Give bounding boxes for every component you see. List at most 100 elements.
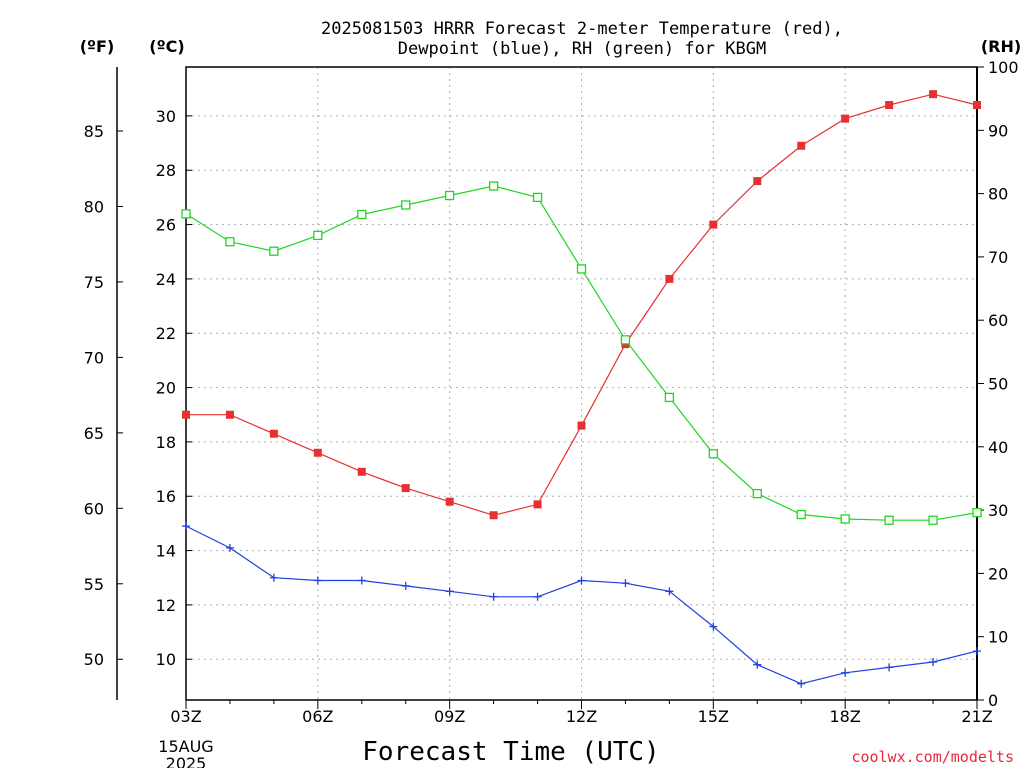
dewpoint-point: [313, 576, 322, 585]
temperature-point: [709, 220, 718, 229]
fahrenheit-tick-label: 55: [84, 575, 104, 594]
dewpoint-point: [621, 579, 630, 588]
x-tick-label: 06Z: [302, 707, 333, 726]
rh-point: [357, 209, 367, 220]
x-tick-label: 12Z: [566, 707, 597, 726]
fahrenheit-tick-label: 50: [84, 650, 104, 669]
temperature-point: [577, 421, 586, 430]
rh-point: [840, 514, 850, 524]
temperature-point: [885, 101, 894, 110]
celsius-tick-label: 28: [156, 161, 176, 180]
temperature-point: [182, 410, 190, 419]
chart-title-line2: Dewpoint (blue), RH (green) for KBGM: [398, 39, 766, 59]
fahrenheit-tick-label: 70: [84, 348, 104, 367]
celsius-tick-label: 16: [156, 487, 176, 506]
rh-tick-label: 100: [988, 58, 1019, 77]
rh-tick-label: 80: [988, 185, 1008, 204]
rh-tick-label: 70: [988, 248, 1008, 267]
rh-point: [972, 507, 982, 518]
rh-tick-label: 90: [988, 121, 1008, 140]
temperature-point: [357, 467, 366, 476]
dewpoint-point: [357, 576, 366, 585]
rh-point: [752, 488, 762, 499]
date-label-year: 2025: [166, 754, 207, 768]
dewpoint-point: [269, 573, 278, 582]
rh-point: [532, 192, 543, 203]
rh-tick-label: 40: [988, 438, 1008, 457]
x-tick-label: 18Z: [830, 707, 861, 726]
celsius-tick-label: 30: [156, 107, 176, 126]
temperature-point: [225, 410, 234, 419]
celsius-tick-label: 26: [156, 216, 176, 235]
celsius-tick-label: 10: [156, 650, 176, 669]
temperature-point: [841, 114, 850, 123]
axis-ticks: 10 12 14 16 18 20 22 24 26 28 30 50 55 60 65 70 75 80 85 0 1…: [84, 58, 1019, 726]
chart-title-line1: 2025081503 HRRR Forecast 2-meter Tempera…: [321, 19, 843, 39]
temperature-point: [665, 274, 674, 283]
rh-point: [488, 181, 499, 191]
rh-point: [181, 209, 191, 219]
rh-point: [664, 392, 675, 403]
source-credit: coolwx.com/modelts: [851, 748, 1014, 766]
rh-point: [928, 515, 938, 525]
dewpoint-point: [665, 587, 674, 596]
dewpoint-point: [225, 543, 234, 552]
temperature-point: [797, 141, 806, 150]
dewpoint-point: [797, 679, 806, 688]
dewpoint-point: [489, 592, 498, 601]
fahrenheit-tick-label: 75: [84, 273, 104, 292]
rh-point: [884, 515, 894, 525]
fahrenheit-tick-label: 80: [84, 197, 104, 216]
celsius-tick-label: 14: [156, 542, 176, 561]
dewpoint-point: [445, 587, 454, 596]
rh-tick-label: 10: [988, 628, 1008, 647]
x-tick-label: 21Z: [961, 707, 992, 726]
temperature-point: [929, 90, 938, 99]
rh-point: [796, 509, 806, 520]
celsius-tick-label: 24: [156, 270, 176, 289]
celsius-tick-label: 20: [156, 379, 176, 398]
dewpoint-point: [182, 522, 190, 531]
fahrenheit-tick-label: 65: [84, 424, 104, 443]
date-label-day: 15AUG: [158, 737, 213, 756]
rh-point: [269, 246, 279, 256]
celsius-tick-label: 22: [156, 324, 176, 343]
celsius-tick-label: 18: [156, 433, 176, 452]
rh-axis-unit: (RH): [981, 37, 1021, 56]
rh-point: [401, 200, 411, 210]
series: [181, 90, 982, 688]
temperature-point: [401, 484, 410, 493]
celsius-axis-unit: (ºC): [149, 37, 184, 56]
temperature-point: [489, 511, 498, 520]
dewpoint-point: [709, 622, 718, 631]
rh-tick-label: 30: [988, 501, 1008, 520]
dewpoint-point: [885, 663, 894, 672]
celsius-tick-label: 12: [156, 596, 176, 615]
dewpoint-point: [401, 581, 410, 590]
x-axis-label: Forecast Time (UTC): [362, 737, 659, 767]
rh-point: [313, 230, 323, 241]
grid: [186, 67, 977, 700]
x-tick-label: 09Z: [434, 707, 465, 726]
fahrenheit-axis-unit: (ºF): [80, 37, 115, 56]
fahrenheit-tick-label: 60: [84, 499, 104, 518]
x-tick-label: 03Z: [170, 707, 201, 726]
rh-tick-label: 0: [988, 691, 998, 710]
temperature-point: [445, 497, 454, 506]
rh-point: [576, 264, 587, 274]
dewpoint-point: [577, 576, 586, 585]
rh-point: [620, 335, 631, 345]
dewpoint-point: [753, 660, 762, 669]
rh-point: [445, 190, 455, 201]
temperature-point: [533, 500, 542, 509]
dewpoint-point: [929, 657, 938, 666]
temperature-point: [753, 177, 762, 186]
rh-tick-label: 20: [988, 564, 1008, 583]
temperature-point: [269, 429, 278, 438]
dewpoint-point: [841, 668, 850, 677]
temperature-point: [313, 448, 322, 457]
rh-point: [708, 449, 718, 459]
fahrenheit-tick-label: 85: [84, 122, 104, 141]
temperature-point: [973, 101, 981, 110]
